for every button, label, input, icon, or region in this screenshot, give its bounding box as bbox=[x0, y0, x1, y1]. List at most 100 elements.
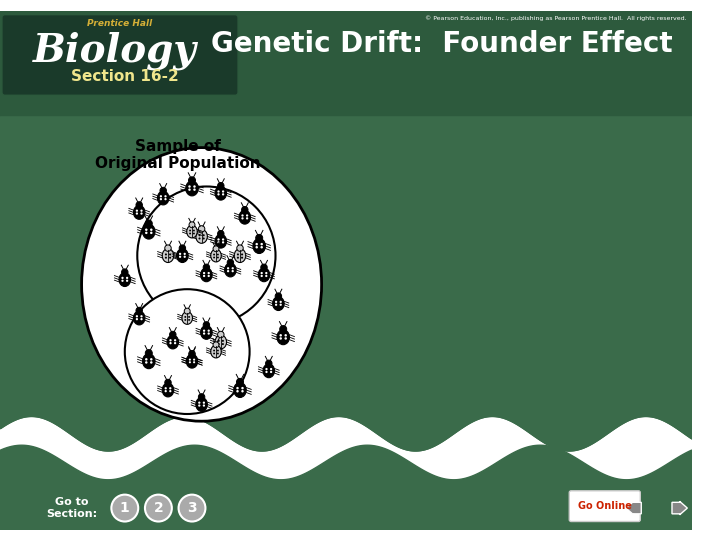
Circle shape bbox=[193, 188, 196, 191]
Circle shape bbox=[150, 361, 153, 364]
Circle shape bbox=[165, 256, 167, 259]
Ellipse shape bbox=[176, 249, 188, 262]
Circle shape bbox=[189, 361, 191, 363]
Circle shape bbox=[189, 230, 191, 232]
Circle shape bbox=[217, 343, 220, 345]
Circle shape bbox=[165, 379, 171, 386]
Circle shape bbox=[140, 212, 143, 215]
Circle shape bbox=[203, 333, 205, 335]
Text: Prentice Hall: Prentice Hall bbox=[87, 19, 153, 28]
Circle shape bbox=[222, 193, 224, 195]
Circle shape bbox=[217, 231, 224, 237]
Circle shape bbox=[193, 361, 195, 363]
Circle shape bbox=[198, 402, 200, 404]
Circle shape bbox=[236, 390, 239, 393]
Circle shape bbox=[217, 238, 220, 241]
Circle shape bbox=[145, 361, 148, 364]
Circle shape bbox=[202, 238, 204, 240]
Circle shape bbox=[169, 390, 171, 392]
Circle shape bbox=[207, 329, 210, 332]
Text: 2: 2 bbox=[153, 501, 163, 515]
Circle shape bbox=[241, 256, 243, 259]
Circle shape bbox=[189, 350, 195, 357]
Circle shape bbox=[275, 301, 277, 303]
Circle shape bbox=[138, 186, 276, 325]
Circle shape bbox=[126, 276, 128, 279]
Ellipse shape bbox=[186, 355, 197, 368]
Text: © Pearson Education, Inc., publishing as Pearson Prentice Hall.  All rights rese: © Pearson Education, Inc., publishing as… bbox=[425, 16, 686, 21]
Circle shape bbox=[270, 371, 272, 373]
Ellipse shape bbox=[215, 335, 227, 349]
Circle shape bbox=[136, 307, 143, 314]
Circle shape bbox=[279, 301, 282, 303]
Circle shape bbox=[184, 319, 186, 321]
Ellipse shape bbox=[158, 191, 169, 205]
Ellipse shape bbox=[119, 273, 130, 287]
Text: Go to
Section:: Go to Section: bbox=[46, 497, 98, 519]
Circle shape bbox=[217, 254, 219, 255]
Circle shape bbox=[213, 254, 215, 255]
Circle shape bbox=[122, 269, 128, 275]
Ellipse shape bbox=[196, 230, 207, 244]
Circle shape bbox=[165, 253, 167, 255]
Circle shape bbox=[207, 275, 210, 277]
Circle shape bbox=[164, 195, 166, 198]
Ellipse shape bbox=[234, 382, 246, 397]
Ellipse shape bbox=[277, 330, 289, 345]
Circle shape bbox=[266, 368, 268, 370]
Circle shape bbox=[145, 220, 153, 227]
Circle shape bbox=[202, 234, 204, 237]
Circle shape bbox=[217, 340, 220, 342]
Circle shape bbox=[169, 387, 171, 389]
Circle shape bbox=[145, 495, 172, 522]
Circle shape bbox=[217, 349, 219, 352]
Circle shape bbox=[189, 359, 191, 361]
Circle shape bbox=[207, 333, 210, 335]
Circle shape bbox=[275, 293, 282, 299]
Text: Go Online: Go Online bbox=[578, 501, 631, 511]
Circle shape bbox=[170, 331, 176, 338]
Circle shape bbox=[241, 390, 244, 393]
Ellipse shape bbox=[273, 296, 284, 310]
Circle shape bbox=[261, 275, 263, 277]
Circle shape bbox=[222, 340, 224, 342]
Circle shape bbox=[284, 334, 287, 336]
Circle shape bbox=[213, 246, 219, 252]
Circle shape bbox=[189, 362, 191, 365]
Ellipse shape bbox=[81, 147, 322, 421]
Text: Section 16-2: Section 16-2 bbox=[71, 69, 179, 84]
Circle shape bbox=[217, 353, 219, 354]
Circle shape bbox=[188, 185, 191, 188]
Circle shape bbox=[136, 201, 143, 208]
Circle shape bbox=[140, 210, 143, 212]
Circle shape bbox=[232, 267, 234, 269]
Circle shape bbox=[150, 232, 153, 234]
Circle shape bbox=[125, 289, 250, 414]
Ellipse shape bbox=[196, 397, 207, 411]
Circle shape bbox=[203, 402, 205, 404]
Circle shape bbox=[246, 214, 248, 217]
FancyBboxPatch shape bbox=[570, 491, 640, 522]
Circle shape bbox=[199, 394, 204, 400]
Circle shape bbox=[222, 241, 224, 244]
Ellipse shape bbox=[143, 224, 155, 239]
Circle shape bbox=[275, 303, 277, 306]
Circle shape bbox=[261, 246, 263, 248]
Circle shape bbox=[256, 246, 258, 248]
Circle shape bbox=[241, 387, 244, 389]
Ellipse shape bbox=[201, 268, 212, 282]
Circle shape bbox=[169, 339, 171, 341]
Circle shape bbox=[140, 318, 143, 320]
Circle shape bbox=[174, 342, 176, 345]
Circle shape bbox=[203, 322, 210, 328]
Circle shape bbox=[261, 272, 263, 274]
Circle shape bbox=[136, 212, 138, 215]
Circle shape bbox=[184, 255, 186, 258]
Circle shape bbox=[222, 190, 224, 193]
Ellipse shape bbox=[239, 210, 251, 224]
Circle shape bbox=[213, 342, 219, 348]
Circle shape bbox=[279, 337, 282, 340]
Circle shape bbox=[169, 253, 171, 255]
Circle shape bbox=[160, 187, 166, 194]
Ellipse shape bbox=[186, 354, 198, 368]
